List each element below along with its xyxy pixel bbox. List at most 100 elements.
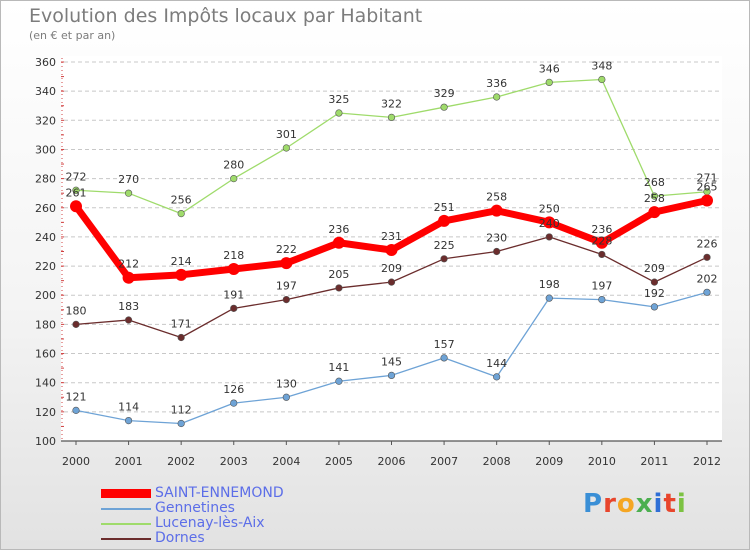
data-label: 348 bbox=[591, 59, 612, 72]
data-label: 336 bbox=[486, 77, 507, 90]
series-point bbox=[177, 210, 185, 218]
data-label: 265 bbox=[697, 180, 718, 193]
series-point bbox=[387, 113, 396, 121]
data-label: 144 bbox=[486, 357, 507, 370]
data-label: 240 bbox=[539, 217, 560, 230]
series-point bbox=[598, 75, 606, 84]
y-tick-label: 320 bbox=[35, 114, 56, 127]
data-label: 197 bbox=[276, 280, 297, 293]
y-tick-label: 240 bbox=[35, 231, 56, 244]
series-point bbox=[70, 200, 82, 213]
data-label: 268 bbox=[644, 176, 665, 189]
data-label: 236 bbox=[591, 223, 612, 236]
data-label: 301 bbox=[276, 128, 297, 141]
series-point bbox=[282, 144, 290, 152]
data-label: 218 bbox=[223, 249, 244, 262]
series-point bbox=[440, 255, 448, 263]
legend-label: Gennetines bbox=[155, 500, 235, 516]
legend-swatch-gennetines bbox=[101, 508, 151, 510]
series-point bbox=[280, 257, 293, 270]
series-point bbox=[227, 262, 240, 275]
x-tick-label: 2012 bbox=[693, 455, 721, 468]
y-tick-label: 200 bbox=[35, 289, 56, 302]
legend-swatch-saint-ennemond bbox=[101, 489, 151, 498]
series-point bbox=[490, 204, 503, 217]
data-label: 346 bbox=[539, 62, 560, 75]
series-point bbox=[438, 214, 451, 227]
series-point bbox=[543, 216, 556, 229]
series-point bbox=[595, 236, 608, 249]
data-label: 258 bbox=[486, 191, 507, 204]
y-tick-label: 360 bbox=[35, 56, 56, 69]
data-label: 270 bbox=[118, 173, 139, 186]
data-label: 121 bbox=[66, 390, 87, 403]
data-label: 226 bbox=[697, 237, 718, 250]
y-tick-label: 180 bbox=[35, 318, 56, 331]
x-tick-label: 2009 bbox=[535, 455, 563, 468]
series-point bbox=[701, 194, 713, 207]
logo-letter: i bbox=[676, 489, 687, 519]
series-point bbox=[440, 103, 448, 111]
data-label: 236 bbox=[328, 223, 349, 236]
logo-letter: i bbox=[653, 489, 664, 519]
data-label: 112 bbox=[171, 404, 192, 417]
legend-label: Dornes bbox=[155, 530, 205, 546]
y-tick-label: 300 bbox=[35, 143, 56, 156]
series-point bbox=[493, 373, 501, 381]
legend-label: SAINT-ENNEMOND bbox=[155, 485, 284, 501]
series-point bbox=[545, 294, 553, 302]
data-label: 180 bbox=[66, 304, 87, 317]
data-label: 230 bbox=[486, 232, 507, 245]
data-label: 272 bbox=[66, 170, 87, 183]
data-label: 205 bbox=[328, 268, 349, 281]
logo-letter: x bbox=[635, 489, 654, 519]
series-point bbox=[545, 78, 553, 87]
x-tick-label: 2004 bbox=[272, 455, 300, 468]
y-tick-label: 260 bbox=[35, 202, 56, 215]
data-label: 209 bbox=[644, 262, 665, 275]
data-label: 280 bbox=[223, 159, 244, 172]
data-label: 198 bbox=[539, 278, 560, 291]
data-label: 231 bbox=[381, 230, 402, 243]
series-point bbox=[650, 303, 659, 311]
data-label: 141 bbox=[328, 361, 349, 374]
series-point bbox=[282, 296, 290, 304]
y-tick-label: 140 bbox=[35, 377, 56, 390]
x-tick-label: 2003 bbox=[220, 455, 248, 468]
series-point bbox=[282, 393, 290, 401]
chart-title: Evolution des Impôts locaux par Habitant bbox=[29, 5, 423, 27]
data-label: 251 bbox=[434, 201, 455, 214]
data-label: 228 bbox=[591, 234, 612, 247]
data-label: 214 bbox=[171, 255, 192, 268]
data-label: 192 bbox=[644, 287, 665, 300]
proxiti-logo: Proxiti bbox=[583, 489, 687, 519]
logo-letter: r bbox=[603, 489, 617, 519]
series-point bbox=[648, 206, 661, 219]
legend-swatch-dornes bbox=[101, 538, 151, 540]
series-point bbox=[335, 109, 343, 117]
series-point bbox=[124, 189, 133, 197]
series-point bbox=[650, 278, 659, 286]
x-tick-label: 2005 bbox=[325, 455, 353, 468]
series-point bbox=[72, 186, 80, 194]
data-label: 212 bbox=[118, 258, 139, 271]
series-point bbox=[598, 296, 606, 304]
series-point bbox=[230, 399, 238, 407]
y-tick-label: 120 bbox=[35, 406, 56, 419]
data-label: 171 bbox=[171, 318, 192, 331]
series-point bbox=[177, 333, 185, 342]
series-point bbox=[122, 271, 135, 284]
y-tick-label: 100 bbox=[35, 435, 56, 448]
data-label: 202 bbox=[697, 272, 718, 285]
data-label: 222 bbox=[276, 243, 297, 256]
data-label: 225 bbox=[434, 239, 455, 252]
series-point bbox=[124, 416, 133, 425]
data-label: 114 bbox=[118, 401, 139, 414]
data-label: 325 bbox=[328, 93, 349, 106]
series-point bbox=[387, 371, 396, 380]
data-label: 261 bbox=[66, 186, 87, 199]
logo-letter: P bbox=[583, 489, 604, 519]
logo-letter: o bbox=[616, 489, 636, 519]
x-tick-label: 2007 bbox=[430, 455, 458, 468]
